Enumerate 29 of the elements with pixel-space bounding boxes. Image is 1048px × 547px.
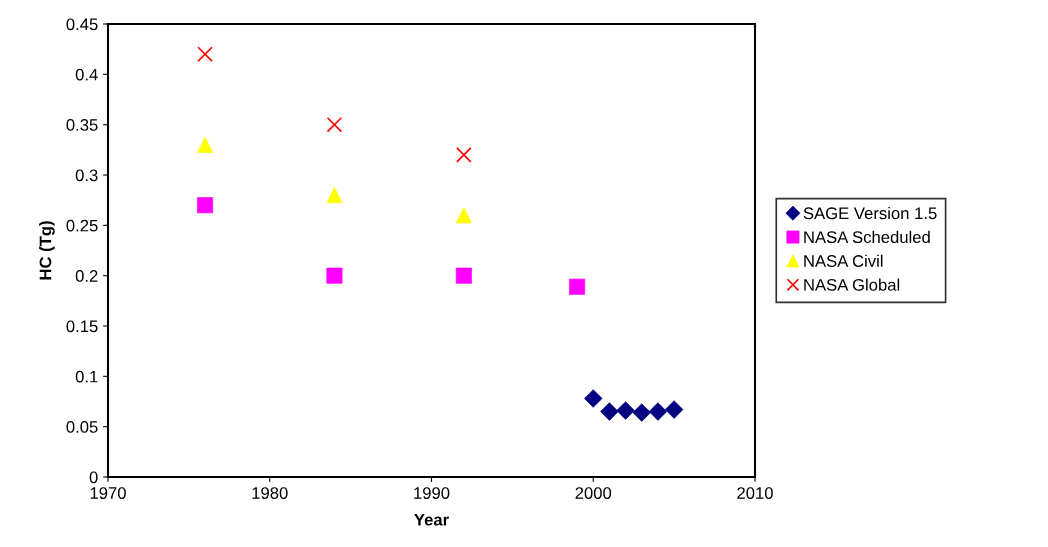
x-tick-label: 2010 [737, 487, 773, 499]
y-tick-label: 0.3 [75, 169, 98, 182]
y-tick-label: 0.15 [66, 320, 98, 333]
legend-label: NASA Global [804, 278, 900, 291]
y-tick-label: 0 [89, 471, 98, 484]
x-axis-title: Year [414, 513, 449, 526]
x-tick-label: 1990 [414, 487, 450, 499]
y-tick-label: 0.2 [75, 270, 98, 282]
point [455, 207, 472, 224]
x-tick-label: 1970 [90, 487, 126, 499]
y-tick-label: 0.25 [66, 219, 98, 232]
x-tick-label: 1980 [252, 487, 288, 499]
legend-label: NASA Scheduled [804, 230, 930, 244]
y-tick-label: 0.05 [66, 421, 98, 433]
x-tick-label: 2000 [575, 487, 612, 499]
point [648, 402, 668, 421]
legend-label: NASA Civil [804, 254, 883, 267]
y-tick-label: 0.1 [75, 370, 98, 383]
legend-label: SAGE Version 1.5 [803, 206, 937, 220]
point [584, 389, 603, 408]
y-axis-title: HC (Tg) [39, 221, 55, 280]
point [569, 278, 586, 295]
point [197, 46, 213, 62]
y-tick-label: 0.4 [75, 68, 98, 81]
y-tick-label: 0.35 [66, 119, 98, 131]
point [326, 116, 343, 133]
y-tick-label: 0.45 [66, 18, 98, 31]
point [456, 147, 472, 163]
point [326, 187, 343, 204]
